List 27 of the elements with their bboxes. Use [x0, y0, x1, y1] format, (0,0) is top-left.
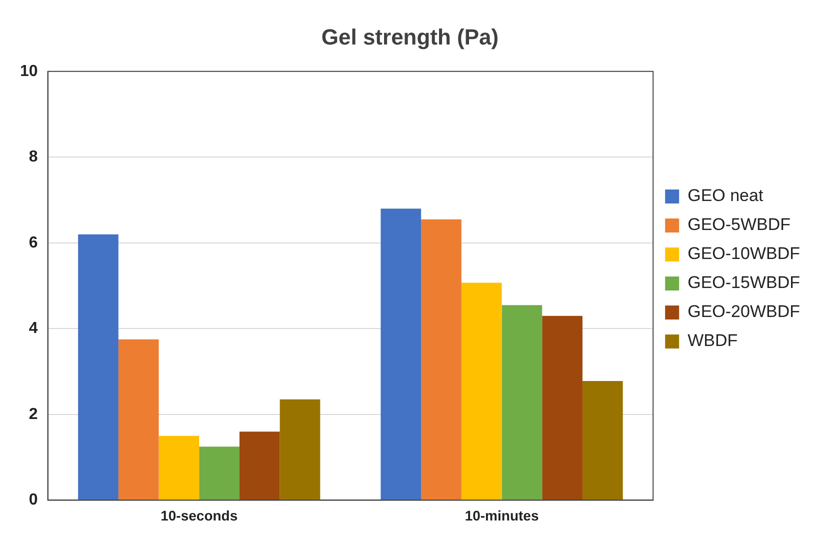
legend-label: GEO-15WBDF	[688, 273, 800, 292]
bar	[380, 208, 422, 500]
y-tick-label: 10	[20, 62, 38, 80]
bar	[199, 446, 240, 500]
bar	[502, 305, 542, 500]
chart-title: Gel strength (Pa)	[321, 24, 499, 50]
bar	[239, 432, 280, 500]
legend-label: WBDF	[688, 331, 738, 350]
bar	[118, 339, 159, 500]
legend-label: GEO neat	[688, 186, 764, 206]
y-tick-label: 6	[28, 234, 38, 252]
bar	[280, 399, 320, 500]
bar	[461, 282, 502, 500]
bar	[542, 316, 582, 500]
x-tick-label: 10-seconds	[160, 507, 238, 524]
legend-label: GEO-20WBDF	[688, 302, 800, 322]
y-tick-label: 4	[28, 320, 38, 338]
y-tick-label: 0	[28, 492, 38, 509]
x-tick-label: 10-minutes	[464, 507, 539, 524]
bar	[78, 234, 118, 500]
bar	[582, 380, 623, 500]
bar	[421, 219, 462, 500]
bar	[158, 436, 200, 500]
y-tick-label: 2	[28, 406, 38, 423]
y-tick-label: 8	[28, 148, 38, 166]
legend-label: GEO-10WBDF	[688, 244, 800, 264]
legend-label: GEO-5WBDF	[688, 215, 791, 234]
